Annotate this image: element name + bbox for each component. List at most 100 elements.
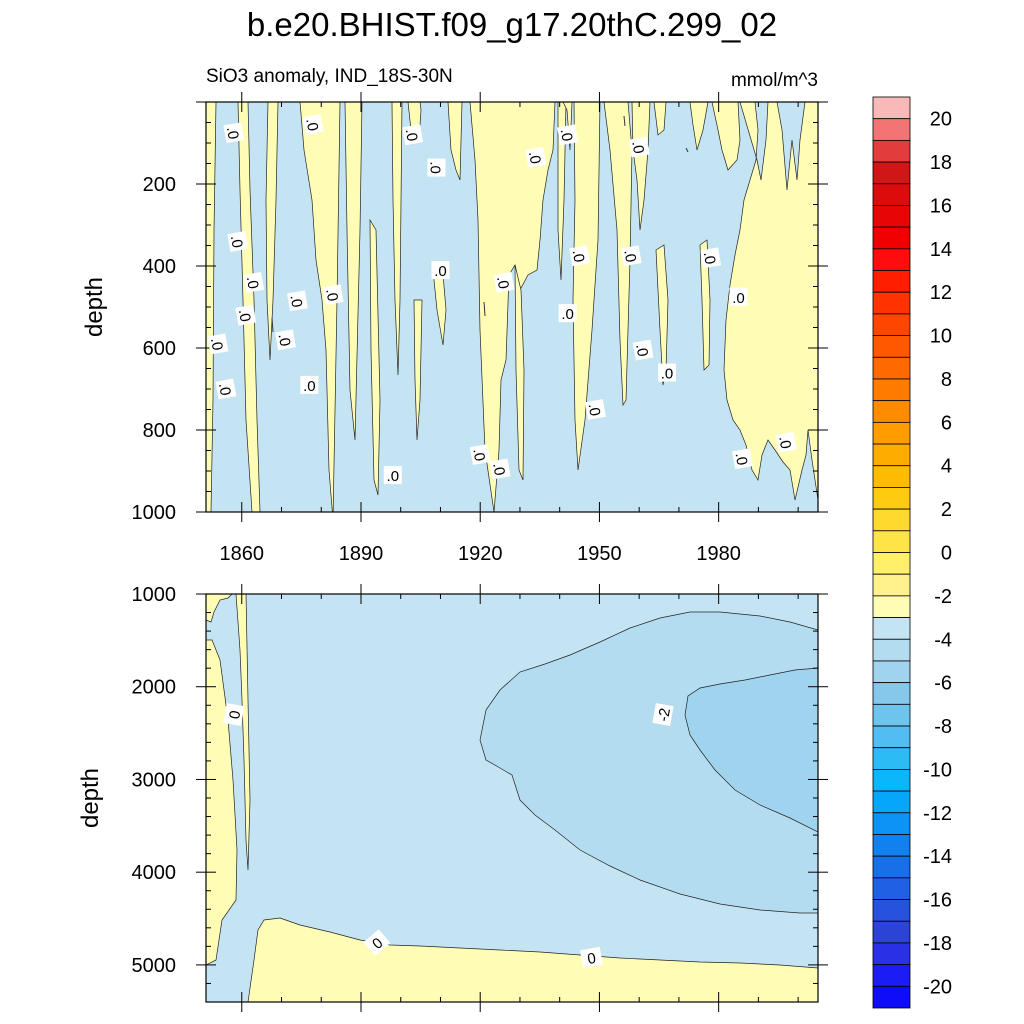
colorbar-swatch [872, 964, 911, 987]
lower-positive-region-left [235, 594, 251, 871]
x-tick-label: 1860 [220, 543, 265, 565]
contour-label-box [302, 114, 324, 135]
contour-label-text: 0 [226, 709, 244, 720]
y-tick-label-upper: 200 [143, 174, 176, 196]
contour-label: .0 [620, 245, 642, 267]
contour-label-text: .0 [620, 248, 639, 263]
x-tick-label: 1890 [339, 543, 384, 565]
upper-negative-speckle [685, 147, 689, 153]
colorbar-swatch [872, 421, 911, 445]
colorbar-swatch [872, 530, 911, 553]
contour-label-text: .0 [661, 366, 674, 383]
units-label: mmol/m^3 [731, 70, 818, 91]
colorbar-swatch [872, 226, 911, 250]
colorbar-label: 10 [930, 326, 952, 348]
axis-labels: 1860 1890 1920 1950 1980 200 400 600 800 1000 1000… [132, 174, 741, 977]
upper-panel [205, 101, 819, 513]
contour-label-box [215, 378, 237, 400]
contour-label-text: .0 [569, 248, 588, 263]
upper-positive-regions [206, 102, 818, 512]
colorbar-swatch [872, 270, 911, 293]
upper-positive-region [711, 102, 741, 171]
y-tick-label-lower: 1000 [132, 584, 177, 606]
colorbar-label: -2 [934, 586, 952, 608]
colorbar-swatch [872, 725, 911, 749]
colorbar-label: 4 [941, 456, 952, 478]
upper-positive-region [344, 102, 363, 441]
contour-label: .0 [215, 378, 237, 400]
colorbar-swatch [872, 747, 911, 770]
contour-label: .0 [585, 399, 606, 420]
upper-positive-region [653, 102, 667, 136]
colorbar-swatch [872, 378, 911, 402]
contour-label: .0 [569, 245, 590, 267]
colorbar-label: -10 [923, 759, 952, 781]
upper-positive-region [514, 264, 525, 481]
contour-label: .0 [558, 304, 577, 323]
contour-label-box [322, 284, 344, 306]
contour-label-box [580, 946, 603, 969]
lower-panel [205, 593, 819, 1003]
contour-label-text: .0 [223, 125, 242, 140]
contour-label-text: .0 [489, 462, 508, 477]
colorbar-label: -18 [923, 933, 952, 955]
contour-label-box [729, 287, 748, 306]
upper-positive-region [603, 102, 633, 407]
contour-label: .0 [223, 122, 245, 144]
colorbar-swatch [872, 834, 911, 857]
colorbar-label: -12 [923, 803, 952, 825]
colorbar-swatch [872, 313, 911, 336]
contour-label-box [383, 466, 402, 485]
colorbar-swatch [872, 139, 911, 163]
lower-contour-minus4 [684, 667, 818, 833]
contour-label-text: .0 [700, 250, 719, 265]
upper-positive-region [723, 102, 818, 501]
y-tick-label-upper: 1000 [132, 502, 177, 524]
contour-label-box [620, 245, 642, 267]
ylabel-upper: depth [81, 277, 108, 337]
contour-label-box [652, 703, 674, 726]
colorbar-label: -4 [934, 629, 952, 651]
contour-label-text: .0 [387, 468, 400, 485]
contour-label-text: .0 [426, 161, 443, 174]
colorbar-swatch [872, 183, 911, 206]
contour-label-text: .0 [628, 140, 647, 155]
contour-label-text: .0 [493, 275, 512, 290]
colorbar-swatch [872, 595, 911, 618]
contour-label: .0 [657, 363, 676, 383]
contour-label-box [431, 261, 450, 280]
contour-label-text: .0 [525, 150, 544, 165]
contour-label-box [243, 271, 265, 293]
contour-label: .0 [227, 230, 249, 252]
colorbar-swatch [872, 335, 911, 358]
colorbar-swatch [872, 161, 911, 185]
colorbar-swatch [872, 660, 911, 684]
contour-label: .0 [322, 284, 344, 306]
colorbar-label: 2 [941, 499, 952, 521]
contour-label-text: .0 [302, 117, 321, 132]
contour-label: .0 [207, 333, 229, 355]
contour-label-text: .0 [469, 447, 488, 462]
colorbar-swatch [872, 552, 911, 575]
contour-label-text: .0 [322, 287, 341, 302]
contour-label-text: .0 [402, 127, 421, 142]
contour-label-text: .0 [303, 378, 316, 395]
upper-positive-region [557, 102, 567, 281]
contour-label-box [235, 304, 257, 326]
contour-label: .0 [489, 458, 511, 480]
contour-label: .0 [243, 271, 265, 293]
contour-label-text: .0 [207, 337, 226, 352]
contour-label-text: .0 [557, 127, 576, 142]
contour-label-text: .0 [561, 306, 574, 323]
contour-label-text: .0 [732, 451, 751, 466]
upper-positive-region [689, 102, 709, 151]
contour-label-text: .0 [732, 290, 745, 307]
contour-label-box [227, 230, 249, 252]
colorbar-swatch [872, 205, 911, 228]
colorbar-label: 0 [941, 543, 952, 565]
y-tick-label-lower: 5000 [132, 955, 177, 977]
contour-label-box [300, 375, 319, 394]
contour-label-box [223, 703, 245, 726]
contour-label-text: .0 [215, 382, 234, 397]
contour-label-text: -2 [655, 707, 674, 723]
